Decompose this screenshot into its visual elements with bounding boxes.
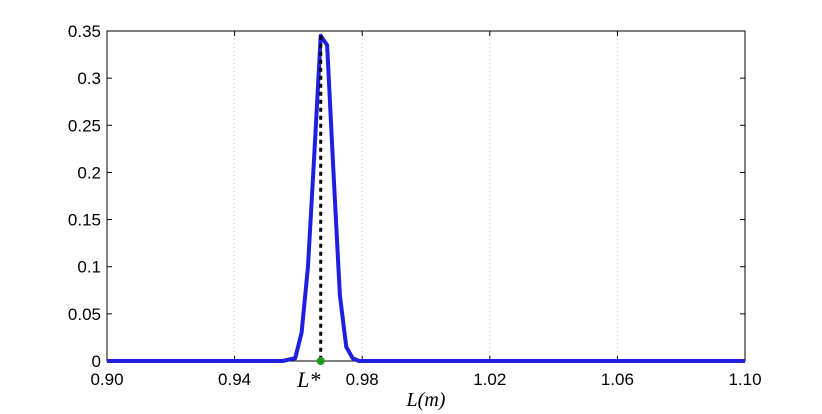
pdf-series-line <box>107 33 745 363</box>
peak-marker-label: L* <box>296 367 320 392</box>
x-tick-labels: 0.90 0.94 0.98 1.02 1.06 1.10 <box>90 370 761 389</box>
y-tick-label: 0.35 <box>68 22 101 41</box>
y-tick-label: 0 <box>92 352 101 371</box>
x-tick-label: 0.98 <box>346 370 379 389</box>
y-tick-label: 0.05 <box>68 305 101 324</box>
peak-marker-point <box>316 357 325 365</box>
axis-ticks <box>106 30 746 362</box>
x-axis-label: L(m) <box>406 389 446 411</box>
y-tick-labels: 0 0.05 0.1 0.15 0.2 0.25 0.3 0.35 <box>68 22 101 371</box>
x-tick-label: 1.06 <box>601 370 634 389</box>
y-tick-label: 0.25 <box>68 116 101 135</box>
plot-area-frame <box>106 30 746 362</box>
y-tick-label: 0.1 <box>77 258 101 277</box>
y-tick-label: 0.3 <box>77 69 101 88</box>
x-tick-label: 0.94 <box>218 370 251 389</box>
y-tick-label: 0.2 <box>77 163 101 182</box>
x-tick-label: 1.02 <box>473 370 506 389</box>
x-tick-label: 1.10 <box>728 370 761 389</box>
x-tick-label: 0.90 <box>90 370 123 389</box>
grid-lines <box>234 31 618 361</box>
y-tick-label: 0.15 <box>68 211 101 230</box>
